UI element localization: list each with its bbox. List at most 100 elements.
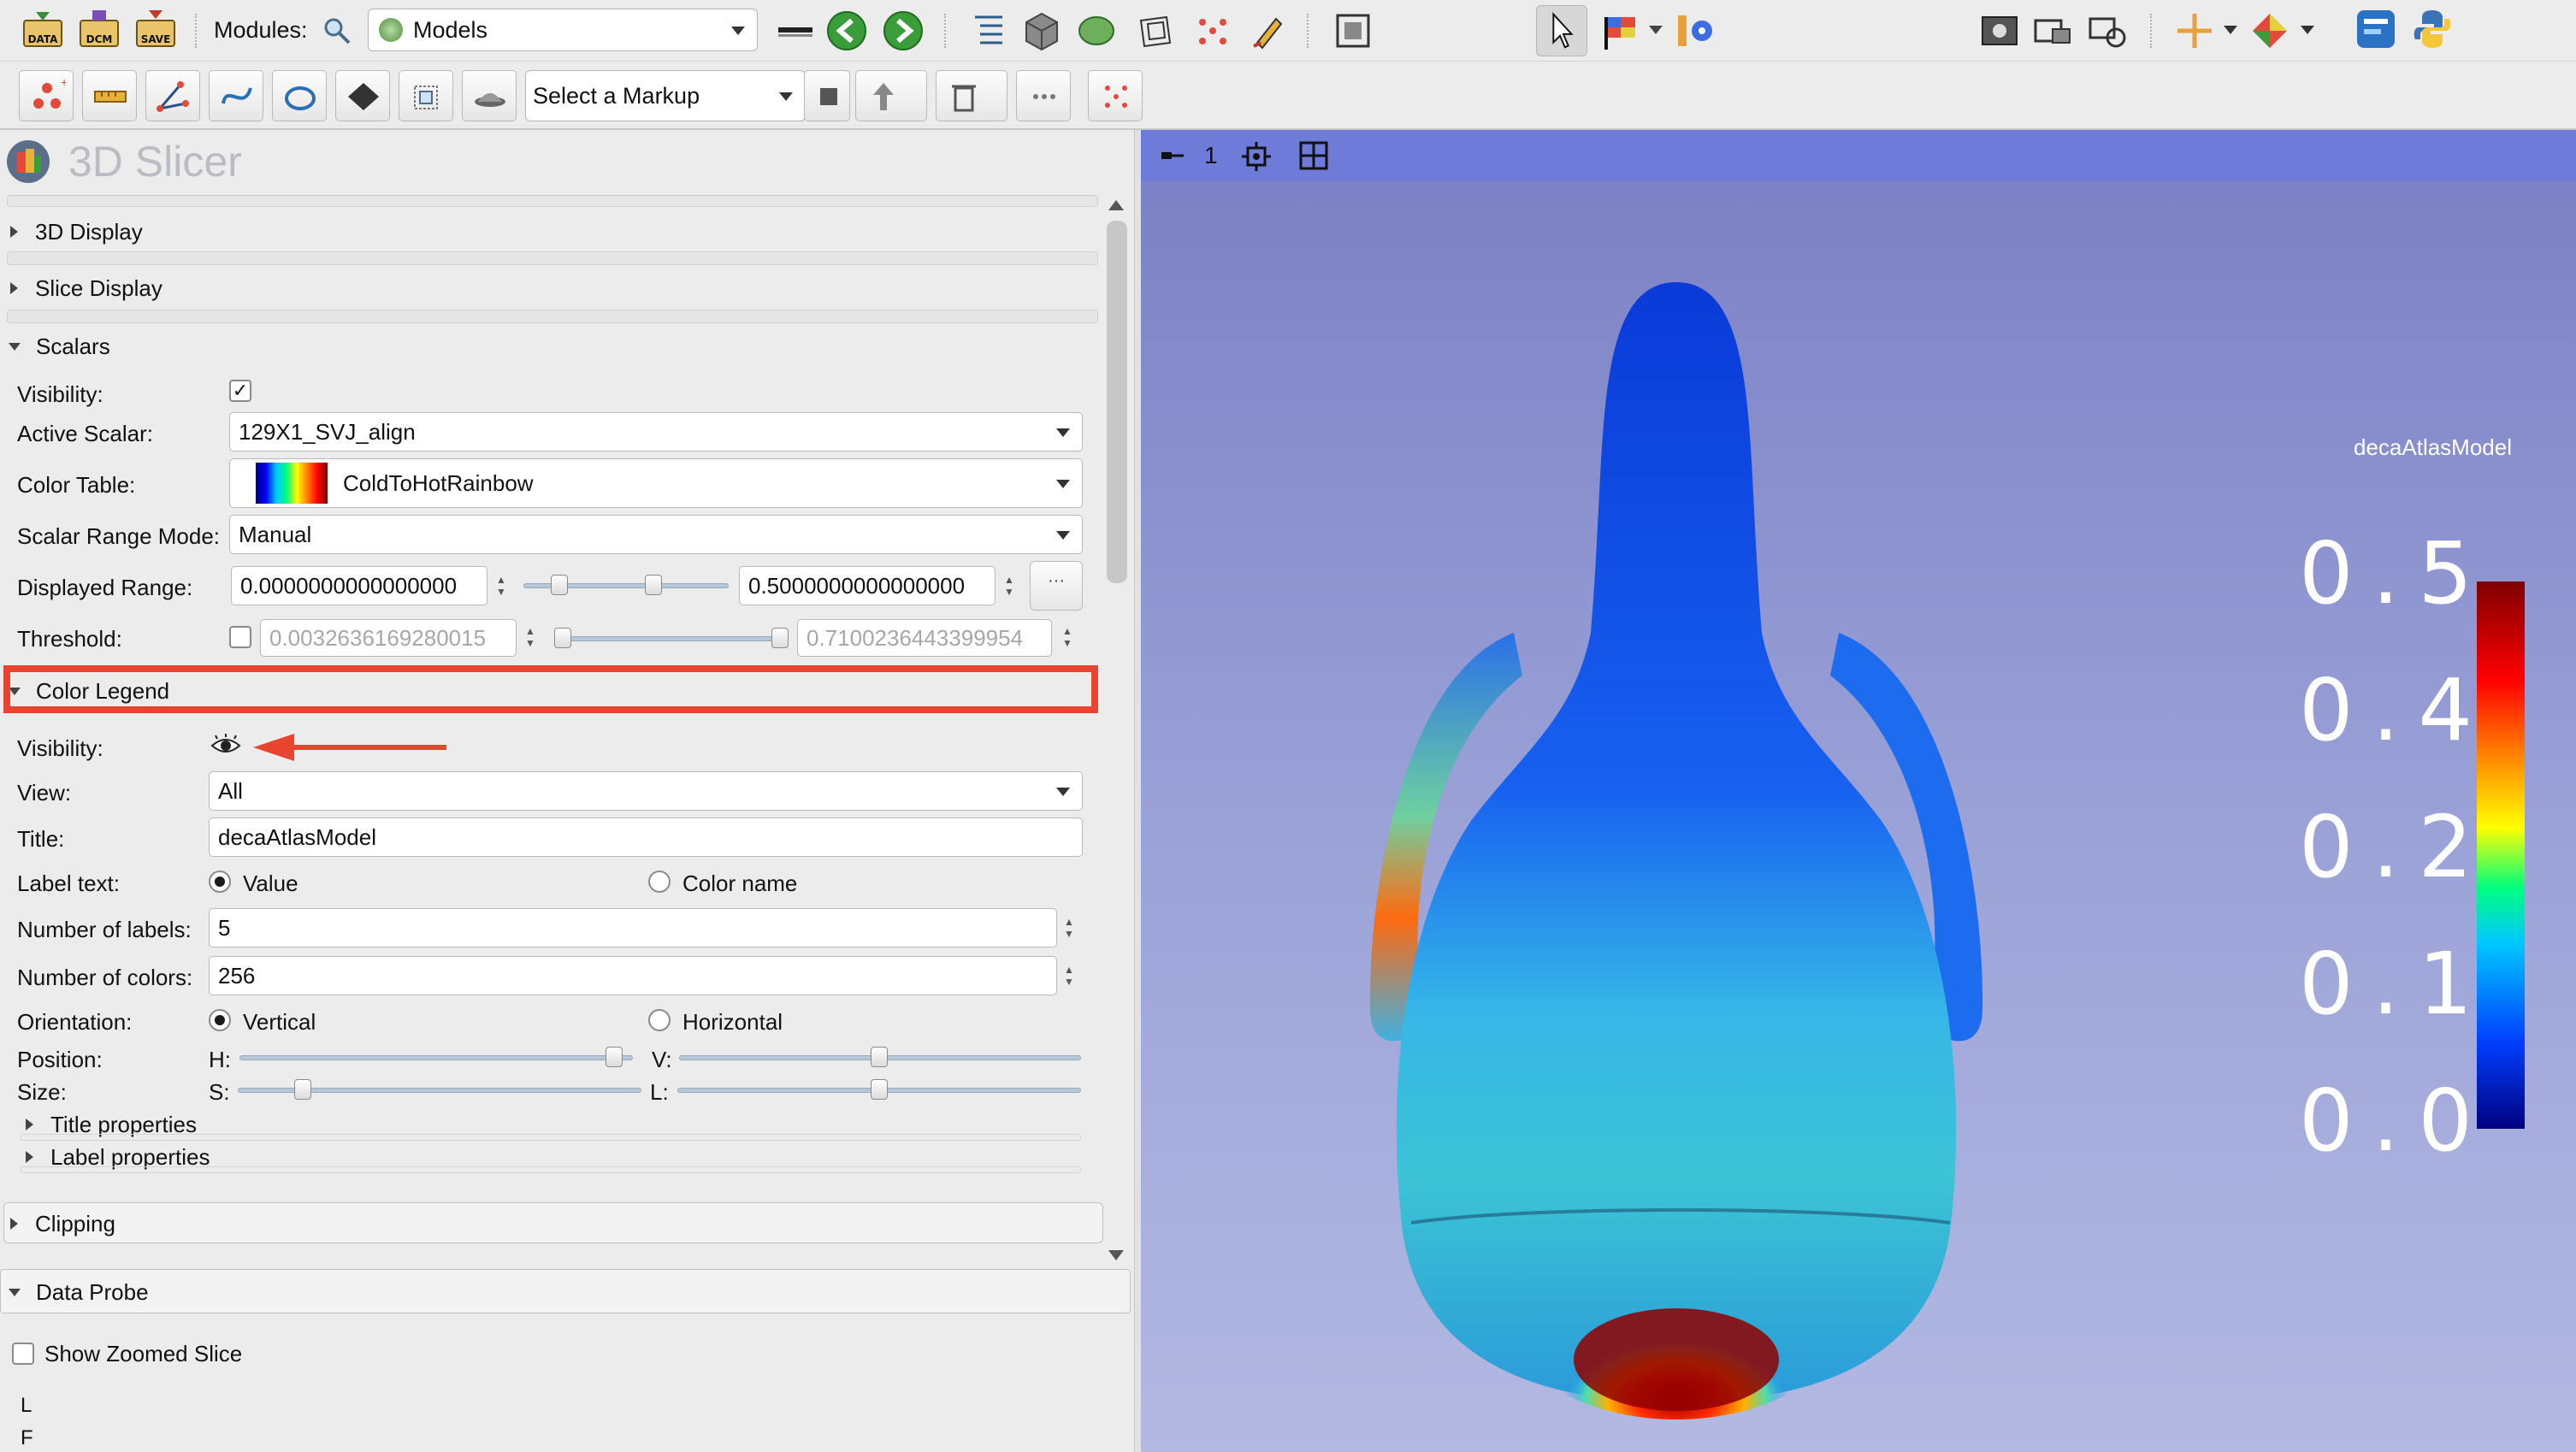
legend-title-input[interactable]: decaAtlasModel bbox=[209, 817, 1083, 857]
num-labels-spinbox-arrows[interactable]: ▲ ▼ bbox=[1064, 916, 1074, 940]
transforms-module-icon[interactable] bbox=[1132, 9, 1177, 53]
data-module-icon[interactable] bbox=[966, 9, 1011, 53]
threshold-max-spinbox-arrows[interactable]: ▲ ▼ bbox=[1062, 625, 1072, 649]
position-v-handle[interactable] bbox=[871, 1047, 888, 1067]
range-slider-max-handle[interactable] bbox=[645, 575, 662, 595]
module-selector[interactable]: Models bbox=[368, 9, 758, 51]
back-arrow-icon[interactable] bbox=[824, 9, 869, 53]
threshold-min-input[interactable]: 0.0032636169280015 bbox=[260, 619, 517, 657]
size-l-handle[interactable] bbox=[871, 1079, 888, 1100]
range-min-spinbox-arrows[interactable]: ▲ ▼ bbox=[496, 574, 506, 598]
scalars-visibility-checkbox[interactable]: ✓ bbox=[229, 380, 251, 402]
persistence-button[interactable] bbox=[855, 70, 927, 121]
section-slice-display[interactable]: Slice Display bbox=[0, 263, 162, 313]
view-layout-grid-icon[interactable] bbox=[1298, 140, 1329, 171]
size-s-slider[interactable] bbox=[238, 1088, 641, 1093]
models-module-icon[interactable] bbox=[1074, 9, 1119, 53]
label-text-value-radio[interactable] bbox=[209, 871, 231, 893]
markup-selector[interactable]: Select a Markup bbox=[525, 70, 806, 121]
position-h-slider[interactable] bbox=[239, 1055, 633, 1060]
size-s-handle[interactable] bbox=[294, 1079, 311, 1100]
num-colors-spinbox-arrows[interactable]: ▲ ▼ bbox=[1064, 964, 1074, 988]
displayed-range-min-input[interactable]: 0.0000000000000000 bbox=[231, 566, 487, 605]
section-color-legend[interactable]: Color Legend bbox=[0, 669, 169, 713]
threshold-checkbox[interactable] bbox=[229, 626, 251, 648]
delete-markup-button[interactable] bbox=[936, 70, 1007, 121]
label-text-value-option[interactable]: Value bbox=[243, 871, 298, 896]
panel-scrollbar[interactable] bbox=[1105, 195, 1129, 1269]
show-zoomed-slice-label[interactable]: Show Zoomed Slice bbox=[44, 1341, 243, 1366]
module-search-icon[interactable] bbox=[322, 15, 352, 46]
num-colors-input[interactable]: 256 bbox=[209, 956, 1057, 995]
center-view-icon[interactable] bbox=[1240, 140, 1273, 173]
section-clipping[interactable]: Clipping bbox=[0, 1199, 115, 1248]
scroll-up-icon[interactable] bbox=[1108, 200, 1124, 210]
panel-splitter[interactable] bbox=[1134, 130, 1141, 1452]
threshold-max-handle[interactable] bbox=[771, 628, 789, 648]
module-history-icon[interactable] bbox=[773, 10, 818, 55]
range-options-button[interactable]: ··· bbox=[1030, 561, 1083, 611]
chevron-down-icon[interactable] bbox=[2301, 26, 2314, 34]
slice-intersections-icon[interactable] bbox=[2030, 9, 2075, 53]
scroll-down-icon[interactable] bbox=[1108, 1250, 1124, 1260]
python-console-icon[interactable] bbox=[2410, 7, 2455, 51]
orientation-vertical-option[interactable]: Vertical bbox=[243, 1009, 316, 1035]
add-curve-button[interactable] bbox=[209, 70, 263, 121]
save-icon[interactable]: SAVE bbox=[133, 9, 178, 53]
add-closed-curve-button[interactable] bbox=[272, 70, 327, 121]
label-text-colorname-option[interactable]: Color name bbox=[682, 871, 798, 896]
extension-manager-icon[interactable] bbox=[2354, 7, 2398, 51]
threshold-min-spinbox-arrows[interactable]: ▲ ▼ bbox=[525, 625, 535, 649]
legend-view-select[interactable]: All bbox=[209, 771, 1083, 811]
add-angle-button[interactable] bbox=[145, 70, 200, 121]
chevron-down-icon[interactable] bbox=[1649, 26, 1663, 34]
eye-icon[interactable] bbox=[210, 734, 241, 758]
displayed-range-max-input[interactable]: 0.5000000000000000 bbox=[739, 566, 996, 605]
threshold-min-handle[interactable] bbox=[554, 628, 571, 648]
displayed-range-slider[interactable] bbox=[523, 583, 729, 588]
mouse-mode-pointer-icon[interactable] bbox=[1536, 5, 1587, 56]
load-dicom-icon[interactable]: DCM bbox=[77, 9, 121, 53]
add-roi-button[interactable] bbox=[399, 70, 453, 121]
orientation-horizontal-option[interactable]: Horizontal bbox=[682, 1009, 783, 1035]
place-markup-icon[interactable] bbox=[1599, 9, 1644, 53]
threshold-max-input[interactable]: 0.7100236443399954 bbox=[797, 619, 1052, 657]
forward-arrow-icon[interactable] bbox=[881, 9, 925, 53]
markups-module-icon[interactable] bbox=[1191, 9, 1235, 53]
add-surface-button[interactable] bbox=[462, 70, 517, 121]
layout-select-icon[interactable] bbox=[2248, 9, 2292, 53]
markups-settings-button[interactable] bbox=[1088, 70, 1143, 121]
scalar-range-mode-select[interactable]: Manual bbox=[229, 515, 1083, 554]
viewer-layout-icon[interactable] bbox=[1977, 9, 2022, 53]
show-zoomed-slice-checkbox[interactable] bbox=[12, 1343, 34, 1365]
section-scalars[interactable]: Scalars bbox=[0, 322, 110, 371]
orientation-vertical-radio[interactable] bbox=[209, 1009, 231, 1031]
segment-editor-icon[interactable] bbox=[1247, 9, 1291, 53]
range-max-spinbox-arrows[interactable]: ▲ ▼ bbox=[1004, 574, 1014, 598]
position-h-handle[interactable] bbox=[606, 1047, 623, 1067]
add-plane-button[interactable] bbox=[335, 70, 390, 121]
add-point-list-button[interactable]: + bbox=[19, 70, 74, 121]
color-table-select[interactable]: ColdToHotRainbow bbox=[229, 458, 1083, 508]
threshold-slider[interactable] bbox=[554, 636, 785, 641]
range-slider-min-handle[interactable] bbox=[551, 575, 568, 595]
scrollbar-thumb[interactable] bbox=[1107, 221, 1127, 583]
section-title-properties[interactable]: Title properties bbox=[0, 1103, 197, 1146]
stop-place-button[interactable] bbox=[804, 70, 850, 121]
crosshair-toggle-icon[interactable] bbox=[2172, 9, 2217, 53]
chevron-down-icon[interactable] bbox=[2224, 26, 2237, 34]
num-labels-input[interactable]: 5 bbox=[209, 908, 1057, 947]
pin-icon[interactable] bbox=[1160, 147, 1185, 164]
volumes-module-icon[interactable] bbox=[1019, 9, 1064, 53]
active-scalar-select[interactable]: 129X1_SVJ_align bbox=[229, 412, 1083, 452]
section-3d-display[interactable]: 3D Display bbox=[0, 207, 143, 257]
label-text-colorname-radio[interactable] bbox=[648, 871, 671, 893]
skull-model[interactable] bbox=[1351, 274, 2001, 1420]
crosshair-icon[interactable] bbox=[1673, 9, 1717, 53]
section-data-probe[interactable]: Data Probe bbox=[0, 1267, 149, 1317]
section-label-properties[interactable]: Label properties bbox=[0, 1136, 210, 1178]
orientation-horizontal-radio[interactable] bbox=[648, 1009, 671, 1031]
load-data-icon[interactable]: DATA bbox=[21, 9, 65, 53]
more-options-button[interactable] bbox=[1016, 70, 1071, 121]
screen-capture-icon[interactable] bbox=[1331, 9, 1375, 53]
